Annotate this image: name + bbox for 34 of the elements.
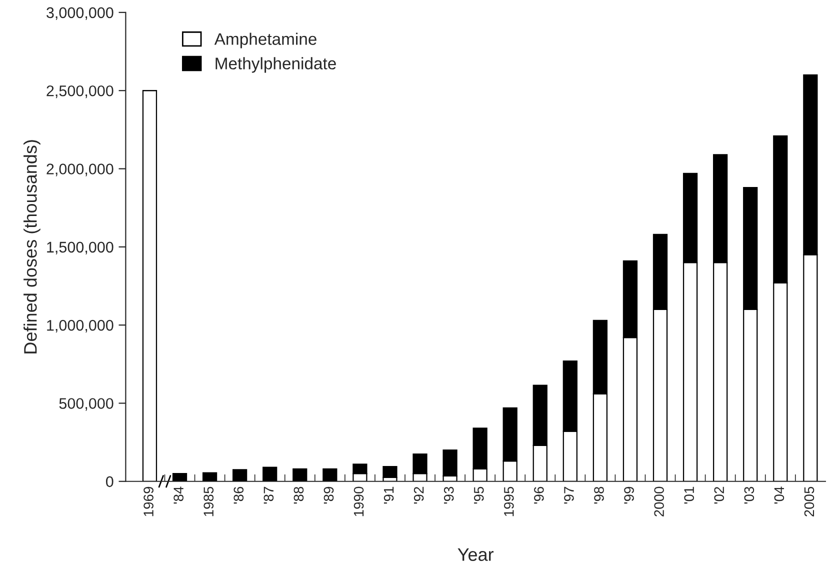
x-tick-label: '96 [534,486,544,504]
y-tick-label: 2,000,000 [46,164,114,176]
y-tick-label: 1,500,000 [47,242,114,254]
x-tick-label: '01 [684,486,694,504]
x-tick-label: '88 [294,486,304,504]
x-tick-label: '91 [384,486,394,504]
y-tick-label: 3,000,000 [46,7,114,20]
legend-label: Methylphenidate [216,57,336,73]
x-tick-label: '03 [744,486,754,504]
x-tick-label: '99 [624,486,634,504]
x-tick-label: '86 [234,486,244,504]
x-tick-label: 1990 [354,486,364,516]
x-tick-label: '04 [774,486,784,504]
x-tick-label: '84 [174,486,184,504]
x-tick-label: 2000 [654,486,664,516]
y-axis-title: Defined doses (thousands) [24,140,40,354]
x-tick-label: '97 [564,486,574,504]
y-tick-label: 2,500,000 [46,85,114,98]
x-tick-label: '98 [594,486,604,504]
x-tick-label: '92 [414,486,424,504]
x-tick-label: 1969 [144,486,154,516]
x-tick-label: '87 [264,486,274,504]
x-tick-label: '89 [324,486,334,504]
legend-label: Amphetamine [214,32,316,48]
x-tick-label: '02 [714,486,724,504]
y-tick-label: 1,000,000 [47,320,114,333]
x-tick-label: '95 [474,486,484,504]
x-tick-label: '93 [444,486,454,504]
x-tick-label: 2005 [804,486,814,516]
x-tick-label: 1985 [204,486,214,516]
y-tick-label: 500,000 [59,398,114,411]
x-axis-title: Year [458,548,494,561]
y-tick-label: 0 [106,476,114,488]
x-tick-label: 1995 [504,486,514,516]
